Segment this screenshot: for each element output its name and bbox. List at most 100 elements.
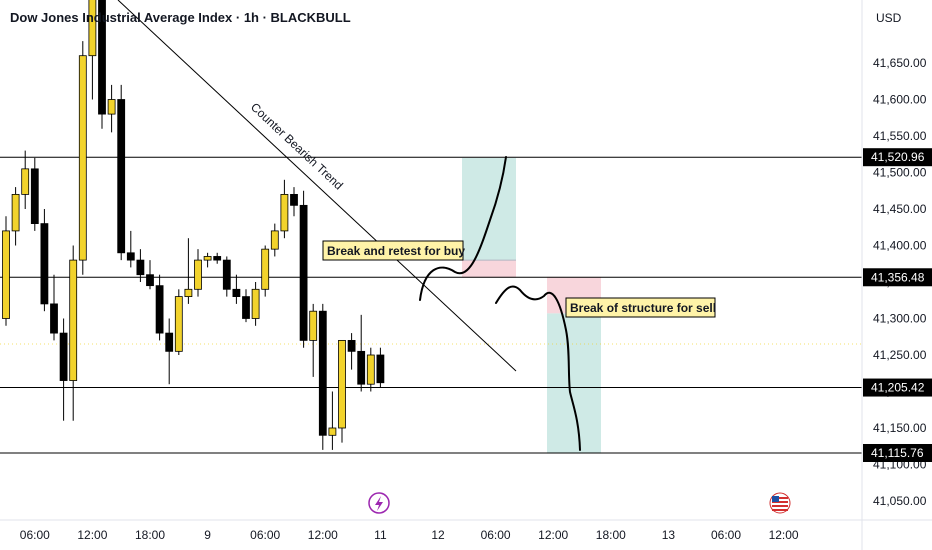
candle-body-bull — [107, 99, 116, 115]
candle-body-bear — [318, 310, 327, 436]
candle[interactable] — [30, 157, 39, 231]
candle[interactable] — [136, 249, 145, 282]
candle[interactable] — [194, 249, 202, 297]
x-tick-label: 12:00 — [77, 528, 107, 542]
x-tick-label: 06:00 — [711, 528, 741, 542]
candle-body-bull — [2, 230, 10, 319]
candle[interactable] — [309, 303, 318, 377]
lightning-icon[interactable] — [368, 492, 390, 514]
candle[interactable] — [78, 41, 87, 275]
y-tick-label: 41,550.00 — [873, 129, 927, 143]
candle-body-bull — [21, 168, 30, 195]
candle-body-bear — [50, 303, 58, 334]
candle-body-bull — [11, 193, 20, 232]
level-price-tag[interactable]: 41,205.42 — [863, 378, 932, 397]
candle[interactable] — [88, 0, 97, 100]
y-tick-label: 41,400.00 — [873, 239, 927, 253]
candle[interactable] — [98, 0, 106, 129]
candle-body-bear — [242, 296, 250, 319]
candle[interactable] — [280, 179, 289, 239]
candle[interactable] — [338, 339, 346, 443]
candle[interactable] — [117, 84, 126, 261]
counter-trend-line[interactable] — [117, 0, 517, 372]
level-price-tag[interactable]: 41,520.96 — [863, 148, 932, 167]
candle[interactable] — [174, 289, 183, 355]
candle[interactable] — [251, 282, 260, 326]
level-tag-bg — [863, 148, 932, 167]
candle[interactable] — [126, 230, 135, 268]
x-tick-label: 18:00 — [135, 528, 165, 542]
candle[interactable] — [318, 303, 327, 450]
x-tick-label: 11 — [374, 528, 387, 542]
candle[interactable] — [242, 289, 250, 323]
candle[interactable] — [165, 318, 174, 385]
x-tick-label: 06:00 — [250, 528, 280, 542]
buy-note-text: Break and retest for buy — [327, 244, 465, 258]
candle-body-bear — [222, 259, 231, 290]
x-tick-label: 12:00 — [769, 528, 799, 542]
candle[interactable] — [357, 314, 366, 392]
level-tag-bg — [863, 378, 932, 397]
candle-body-bull — [184, 288, 193, 297]
candle-body-bear — [59, 332, 68, 381]
candle[interactable] — [366, 347, 375, 392]
candle-body-bear — [347, 339, 356, 352]
candle[interactable] — [347, 333, 356, 370]
x-tick-label: 06:00 — [20, 528, 50, 542]
candle[interactable] — [213, 252, 222, 264]
x-tick-label: 06:00 — [481, 528, 511, 542]
candle-body-bull — [328, 427, 337, 436]
candle[interactable] — [261, 245, 270, 297]
buy-note-box — [322, 240, 464, 261]
chart-title: Dow Jones Industrial Average Index · 1h … — [10, 10, 351, 25]
candle[interactable] — [376, 347, 385, 388]
x-tick-label: 12:00 — [308, 528, 338, 542]
candle[interactable] — [270, 223, 279, 257]
candle[interactable] — [299, 190, 308, 348]
candle[interactable] — [11, 187, 20, 246]
candle[interactable] — [155, 274, 164, 341]
candle[interactable] — [21, 150, 30, 209]
candle-body-bull — [280, 193, 289, 232]
level-tag-text: 41,520.96 — [871, 150, 925, 164]
sell-note[interactable]: Break of structure for sell — [565, 297, 716, 318]
candle-body-bull — [261, 248, 270, 290]
buy-note[interactable]: Break and retest for buy — [322, 240, 465, 261]
lightning-icon-bolt — [375, 496, 383, 511]
candle[interactable] — [2, 216, 10, 326]
candle[interactable] — [107, 84, 116, 133]
candle[interactable] — [146, 260, 154, 290]
candle-body-bear — [146, 274, 154, 287]
candle[interactable] — [203, 252, 212, 268]
y-tick-label: 41,300.00 — [873, 312, 927, 326]
candle[interactable] — [69, 245, 78, 421]
candle-body-bull — [203, 256, 212, 261]
currency-label[interactable]: USD — [876, 11, 902, 25]
us-flag-icon[interactable] — [769, 492, 791, 514]
y-tick-label: 41,500.00 — [873, 166, 927, 180]
candle-body-bear — [98, 0, 106, 115]
flag-stripe — [772, 505, 788, 507]
y-tick-label: 41,250.00 — [873, 348, 927, 362]
candle-body-bear — [299, 204, 308, 341]
candle-body-bull — [69, 259, 78, 381]
x-tick-label: 9 — [204, 528, 211, 542]
candle[interactable] — [184, 238, 193, 304]
level-price-tag[interactable]: 41,115.76 — [863, 443, 932, 462]
candle[interactable] — [40, 209, 49, 312]
candle-body-bull — [366, 354, 375, 385]
level-price-tag[interactable]: 41,356.48 — [863, 268, 932, 287]
candle[interactable] — [290, 187, 298, 217]
candle[interactable] — [232, 274, 241, 304]
flag-stripe — [772, 501, 788, 503]
candle[interactable] — [328, 391, 337, 450]
sell-target-zone — [547, 313, 601, 454]
candle[interactable] — [222, 256, 231, 297]
y-tick-label: 41,050.00 — [873, 494, 927, 508]
sell-note-text: Break of structure for sell — [570, 301, 716, 315]
candle[interactable] — [59, 318, 68, 421]
candle[interactable] — [50, 274, 58, 341]
buy-stop-zone — [462, 260, 516, 278]
